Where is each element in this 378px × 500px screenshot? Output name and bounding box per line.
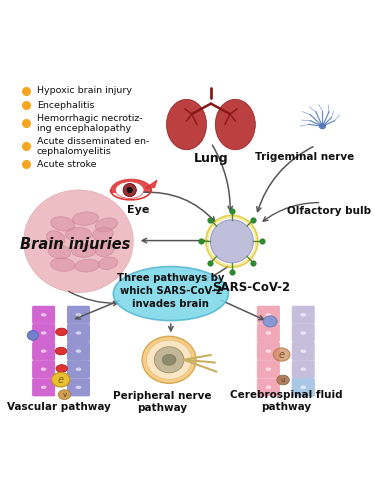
Text: SARS-CoV-2: SARS-CoV-2 bbox=[212, 282, 290, 294]
Ellipse shape bbox=[266, 313, 271, 316]
Text: Hemorrhagic necrotiz-
ing encephalopathy: Hemorrhagic necrotiz- ing encephalopathy bbox=[37, 114, 143, 134]
Ellipse shape bbox=[56, 364, 68, 372]
Text: Acute stroke: Acute stroke bbox=[37, 160, 96, 169]
Ellipse shape bbox=[65, 228, 91, 241]
Ellipse shape bbox=[51, 216, 75, 231]
FancyBboxPatch shape bbox=[257, 378, 280, 396]
FancyBboxPatch shape bbox=[292, 360, 315, 378]
FancyBboxPatch shape bbox=[67, 378, 90, 396]
Ellipse shape bbox=[76, 386, 81, 389]
Text: Three pathways by
which SARS-CoV-2
invades brain: Three pathways by which SARS-CoV-2 invad… bbox=[117, 273, 225, 308]
Ellipse shape bbox=[206, 215, 258, 268]
FancyBboxPatch shape bbox=[292, 342, 315, 360]
Ellipse shape bbox=[41, 331, 46, 334]
FancyBboxPatch shape bbox=[292, 306, 315, 324]
Ellipse shape bbox=[266, 368, 271, 371]
Ellipse shape bbox=[52, 372, 70, 387]
FancyBboxPatch shape bbox=[292, 378, 315, 396]
Text: Vascular pathway: Vascular pathway bbox=[7, 402, 111, 412]
Ellipse shape bbox=[71, 244, 96, 258]
Ellipse shape bbox=[46, 231, 65, 245]
Text: Lung: Lung bbox=[194, 152, 228, 166]
Ellipse shape bbox=[23, 190, 133, 292]
Ellipse shape bbox=[115, 182, 144, 198]
Ellipse shape bbox=[75, 260, 99, 272]
Ellipse shape bbox=[95, 218, 118, 232]
Ellipse shape bbox=[76, 331, 81, 334]
Ellipse shape bbox=[76, 350, 81, 353]
FancyBboxPatch shape bbox=[32, 324, 55, 342]
Ellipse shape bbox=[73, 212, 99, 226]
Ellipse shape bbox=[301, 368, 306, 371]
Text: Cerebrospinal fluid
pathway: Cerebrospinal fluid pathway bbox=[229, 390, 342, 412]
Ellipse shape bbox=[99, 257, 118, 270]
Ellipse shape bbox=[210, 220, 253, 263]
Ellipse shape bbox=[266, 331, 271, 334]
Ellipse shape bbox=[27, 330, 39, 340]
Ellipse shape bbox=[51, 258, 75, 272]
Ellipse shape bbox=[41, 350, 46, 353]
Ellipse shape bbox=[319, 124, 325, 129]
Ellipse shape bbox=[301, 386, 306, 389]
Text: v: v bbox=[62, 392, 67, 398]
FancyBboxPatch shape bbox=[32, 342, 55, 360]
Ellipse shape bbox=[209, 218, 255, 264]
FancyBboxPatch shape bbox=[32, 378, 55, 396]
Text: e: e bbox=[58, 374, 64, 384]
Text: Olfactory bulb: Olfactory bulb bbox=[287, 206, 372, 216]
Text: Eye: Eye bbox=[127, 204, 149, 214]
Ellipse shape bbox=[41, 368, 46, 371]
FancyBboxPatch shape bbox=[257, 342, 280, 360]
Ellipse shape bbox=[154, 346, 184, 373]
Ellipse shape bbox=[301, 331, 306, 334]
FancyBboxPatch shape bbox=[257, 360, 280, 378]
Text: Peripheral nerve
pathway: Peripheral nerve pathway bbox=[113, 391, 211, 413]
Ellipse shape bbox=[142, 336, 196, 384]
Ellipse shape bbox=[266, 386, 271, 389]
Text: Encephalitis: Encephalitis bbox=[37, 100, 94, 110]
Text: Brain injuries: Brain injuries bbox=[20, 238, 130, 252]
Ellipse shape bbox=[76, 368, 81, 371]
Ellipse shape bbox=[162, 354, 176, 366]
FancyBboxPatch shape bbox=[292, 378, 315, 396]
Ellipse shape bbox=[301, 350, 306, 353]
Ellipse shape bbox=[215, 100, 256, 150]
Ellipse shape bbox=[146, 340, 192, 380]
Text: Trigeminal nerve: Trigeminal nerve bbox=[256, 152, 355, 162]
Ellipse shape bbox=[123, 184, 136, 196]
Ellipse shape bbox=[76, 313, 81, 316]
FancyBboxPatch shape bbox=[67, 324, 90, 342]
Text: e: e bbox=[279, 350, 285, 360]
Ellipse shape bbox=[166, 100, 206, 150]
Ellipse shape bbox=[301, 313, 306, 316]
FancyBboxPatch shape bbox=[257, 306, 280, 324]
Ellipse shape bbox=[55, 347, 67, 355]
Ellipse shape bbox=[266, 350, 271, 353]
Ellipse shape bbox=[277, 375, 289, 385]
Ellipse shape bbox=[113, 266, 228, 320]
Text: Hypoxic brain injury: Hypoxic brain injury bbox=[37, 86, 132, 95]
Text: u: u bbox=[281, 377, 285, 383]
FancyBboxPatch shape bbox=[292, 324, 315, 342]
FancyBboxPatch shape bbox=[32, 306, 55, 324]
Ellipse shape bbox=[95, 244, 114, 256]
Ellipse shape bbox=[48, 244, 71, 259]
Ellipse shape bbox=[41, 313, 46, 316]
FancyBboxPatch shape bbox=[67, 342, 90, 360]
Ellipse shape bbox=[93, 228, 113, 241]
FancyBboxPatch shape bbox=[32, 360, 55, 378]
Text: Acute disseminated en-
cephalomyelitis: Acute disseminated en- cephalomyelitis bbox=[37, 136, 149, 156]
Ellipse shape bbox=[263, 316, 277, 327]
Polygon shape bbox=[146, 180, 157, 188]
Ellipse shape bbox=[273, 348, 290, 361]
Ellipse shape bbox=[56, 328, 67, 336]
FancyBboxPatch shape bbox=[67, 360, 90, 378]
FancyBboxPatch shape bbox=[257, 324, 280, 342]
Ellipse shape bbox=[58, 390, 71, 400]
Ellipse shape bbox=[127, 187, 133, 193]
FancyBboxPatch shape bbox=[67, 306, 90, 324]
Ellipse shape bbox=[41, 386, 46, 389]
